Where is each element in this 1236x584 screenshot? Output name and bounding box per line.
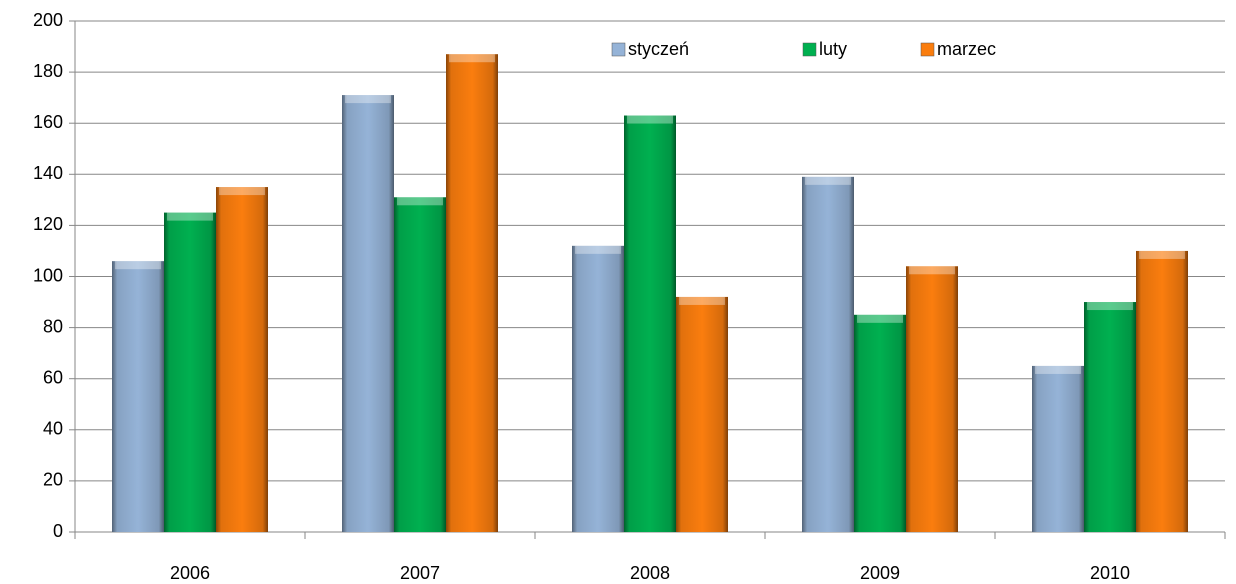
y-tick-label: 40 [43,419,63,439]
bar-shade [854,314,906,532]
bar-cap [115,261,161,270]
y-tick-label: 180 [33,61,63,81]
bar-cap [345,95,391,104]
bar-shade [1084,302,1136,532]
y-tick-label: 200 [33,10,63,30]
x-tick-label: 2010 [1090,563,1130,583]
legend-swatch [920,42,935,57]
bar-cap [805,176,851,185]
x-tick-label: 2006 [170,563,210,583]
bar-cap [1035,365,1081,374]
bar-shade [112,261,164,532]
y-tick-label: 0 [53,521,63,541]
bar-shade [676,296,728,532]
y-tick-label: 80 [43,316,63,336]
bar-cap [575,245,621,254]
bar-cap [449,54,495,63]
bar-shade [572,245,624,532]
bar-shade [164,212,216,532]
bar-shade [1136,250,1188,532]
y-tick-label: 100 [33,265,63,285]
bar-cap [679,296,725,305]
legend-swatch [802,42,817,57]
bar-cap [397,197,443,206]
x-tick-label: 2009 [860,563,900,583]
bar-shade [1032,365,1084,532]
bar-cap [627,115,673,124]
x-tick-label: 2008 [630,563,670,583]
y-tick-label: 20 [43,470,63,490]
bar-shade [394,197,446,533]
legend-label: marzec [937,39,996,59]
bar-cap [1087,302,1133,311]
bar-shade [216,187,268,532]
bar-shade [342,95,394,532]
legend-swatch [611,42,626,57]
bar-shade [802,176,854,533]
bar-shade [906,266,958,532]
bar-cap [1139,250,1185,259]
x-tick-label: 2007 [400,563,440,583]
legend-label: luty [819,39,847,59]
y-tick-label: 160 [33,112,63,132]
y-tick-label: 140 [33,163,63,183]
bar-cap [909,266,955,275]
bar-shade [446,54,498,533]
bar-cap [167,212,213,221]
bar-shade [624,115,676,532]
bar-cap [857,314,903,323]
y-tick-label: 60 [43,367,63,387]
bar-cap [219,187,265,196]
y-tick-label: 120 [33,214,63,234]
legend-label: styczeń [628,39,689,59]
